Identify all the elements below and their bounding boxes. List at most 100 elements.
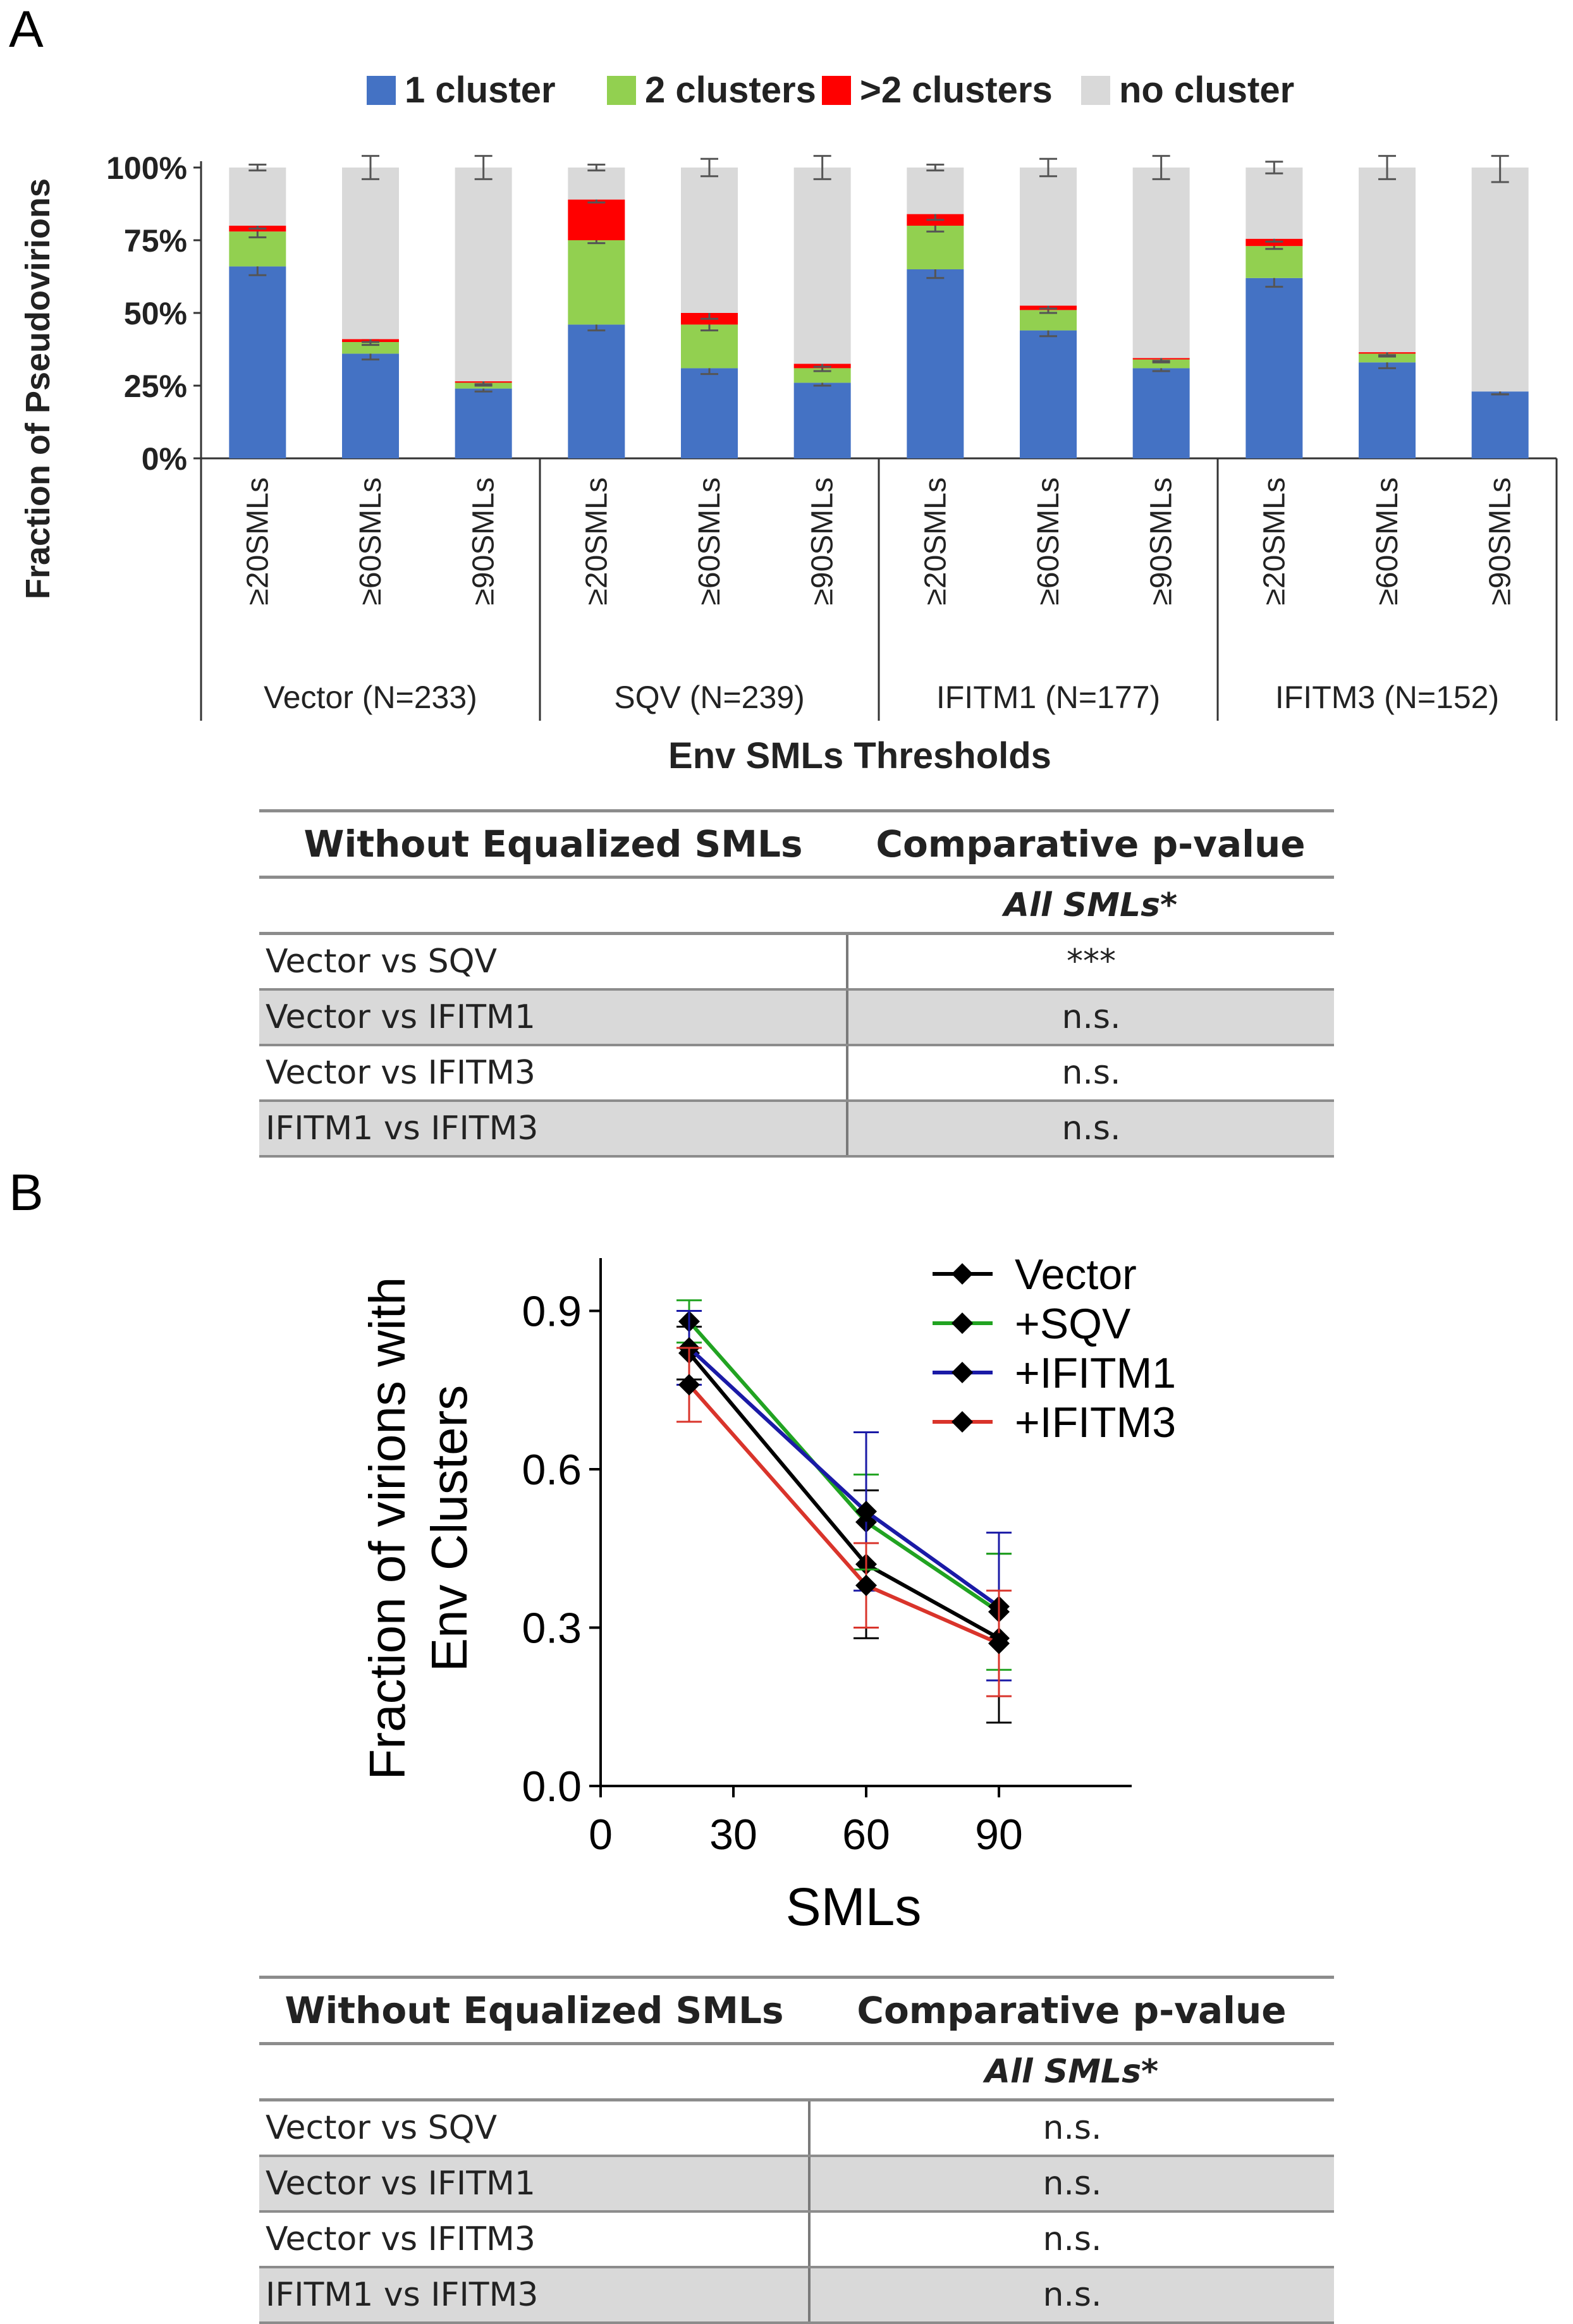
y-tick-label: 100% [106, 150, 187, 186]
legend-swatch-3 [1081, 76, 1110, 105]
group-label: SQV (N=239) [614, 680, 805, 715]
table-row: IFITM1 vs IFITM3 n.s. [259, 1101, 1334, 1158]
x-category-label: ≥60SMLs [1032, 477, 1065, 605]
table-row: Vector vs SQV n.s. [259, 2100, 1334, 2157]
comparison-cell: IFITM1 vs IFITM3 [259, 2267, 811, 2324]
table-header-row: Without Equalized SMLs Comparative p-val… [259, 809, 1334, 879]
data-point [678, 1374, 700, 1396]
y-tick-label: 0.9 [522, 1288, 582, 1336]
legend-marker [952, 1263, 973, 1285]
x-category-label: ≥90SMLs [806, 477, 840, 605]
data-point [988, 1632, 1010, 1654]
bar-segment [1020, 168, 1077, 306]
table-subheader-row: All SMLs* [259, 2043, 1334, 2101]
x-category-label: ≥20SMLs [1258, 477, 1291, 605]
bar-segment [1359, 362, 1416, 458]
panel-b-label: B [9, 1164, 44, 1221]
legend-label: >2 clusters [860, 70, 1053, 111]
x-category-label: ≥20SMLs [919, 477, 952, 605]
bar-segment [907, 168, 964, 214]
y-tick-label: 0.6 [522, 1446, 582, 1494]
comparison-cell: Vector vs SQV [259, 933, 848, 991]
x-axis-title: Env SMLs Thresholds [668, 735, 1051, 776]
x-category-label: ≥90SMLs [467, 477, 501, 605]
legend-swatch-0 [367, 76, 396, 105]
pvalue-cell: n.s. [847, 989, 1334, 1046]
legend-label: +SQV [1015, 1300, 1131, 1348]
bar-segment [907, 269, 964, 458]
legend-label: +IFITM3 [1015, 1398, 1176, 1446]
legend-swatch-1 [607, 76, 636, 105]
table-row: Vector vs IFITM3 n.s. [259, 1045, 1334, 1102]
legend-marker [952, 1411, 973, 1433]
table-subheader: All SMLs* [809, 2043, 1334, 2101]
group-label: IFITM1 (N=177) [936, 680, 1160, 715]
x-category-label: ≥60SMLs [354, 477, 388, 605]
comparison-cell: IFITM1 vs IFITM3 [259, 1101, 848, 1158]
legend-swatch-2 [822, 76, 851, 105]
group-label: IFITM3 (N=152) [1275, 680, 1499, 715]
x-axis-title: SMLs [786, 1877, 922, 1936]
legend-label: 2 clusters [645, 70, 816, 111]
bar-segment [1246, 168, 1303, 239]
y-axis-title: Fraction of virions with [359, 1277, 415, 1780]
bar-segment [455, 168, 512, 382]
y-tick-label: 75% [124, 223, 187, 259]
legend-label: 1 cluster [405, 70, 556, 111]
pvalue-cell: n.s. [809, 2211, 1334, 2268]
bar-segment [1359, 168, 1416, 353]
table-row: Vector vs IFITM3 n.s. [259, 2211, 1334, 2268]
x-category-label: ≥90SMLs [1145, 477, 1178, 605]
bar-segment [568, 324, 625, 458]
pvalue-cell: n.s. [809, 2100, 1334, 2157]
bar-segment [455, 388, 512, 458]
bar-segment [229, 266, 286, 458]
x-tick-label: 30 [709, 1811, 757, 1859]
bar-segment [681, 368, 738, 458]
bar-segment [1359, 353, 1416, 363]
bar-segment [1132, 368, 1190, 458]
table-row: Vector vs IFITM1 n.s. [259, 2156, 1334, 2213]
series-line-2 [687, 1346, 1000, 1608]
table-row: Vector vs IFITM1 n.s. [259, 989, 1334, 1046]
data-point [855, 1574, 877, 1596]
comparison-cell: Vector vs IFITM1 [259, 2156, 811, 2213]
table-subheader: All SMLs* [847, 877, 1334, 935]
table-header-row: Without Equalized SMLs Comparative p-val… [259, 1976, 1334, 2045]
bar-segment [793, 382, 851, 458]
bar-segment [568, 168, 625, 200]
x-category-label: ≥60SMLs [1371, 477, 1404, 605]
comparison-cell: Vector vs IFITM3 [259, 1045, 848, 1102]
bar-segment [1020, 330, 1077, 458]
bar-segment [793, 368, 851, 383]
y-axis-title: Fraction of Pseudovirions [19, 178, 57, 599]
panel-a-label: A [9, 1, 44, 58]
pvalue-cell: n.s. [847, 1045, 1334, 1102]
x-tick-label: 90 [975, 1811, 1023, 1859]
pvalue-cell: n.s. [847, 1101, 1334, 1158]
bar-segment [1132, 168, 1190, 358]
table-header-pvalue: Comparative p-value [847, 809, 1334, 879]
bar-segment [907, 226, 964, 269]
y-axis-title: Env Clusters [421, 1385, 477, 1672]
x-category-label: ≥20SMLs [580, 477, 613, 605]
y-tick-label: 0.0 [522, 1763, 582, 1811]
legend-label: Vector [1015, 1251, 1137, 1299]
bar-segment [681, 324, 738, 369]
bar-segment [1132, 359, 1190, 369]
table-header-comparison: Without Equalized SMLs [259, 809, 847, 879]
bar-segment [681, 168, 738, 313]
pvalue-cell: *** [847, 933, 1334, 991]
table-row: Vector vs SQV *** [259, 933, 1334, 991]
pvalue-cell: n.s. [809, 2267, 1334, 2324]
table-row: IFITM1 vs IFITM3 n.s. [259, 2267, 1334, 2324]
bar-segment [793, 168, 851, 364]
bar-segment [568, 199, 625, 240]
group-label: Vector (N=233) [264, 680, 477, 715]
series-line-1 [687, 1320, 1000, 1613]
pvalue-cell: n.s. [809, 2156, 1334, 2213]
bar-segment [342, 342, 399, 354]
bar-segment [1471, 391, 1529, 458]
panel-b-pvalue-table: Without Equalized SMLs Comparative p-val… [259, 1976, 1334, 2324]
y-tick-label: 50% [124, 296, 187, 331]
